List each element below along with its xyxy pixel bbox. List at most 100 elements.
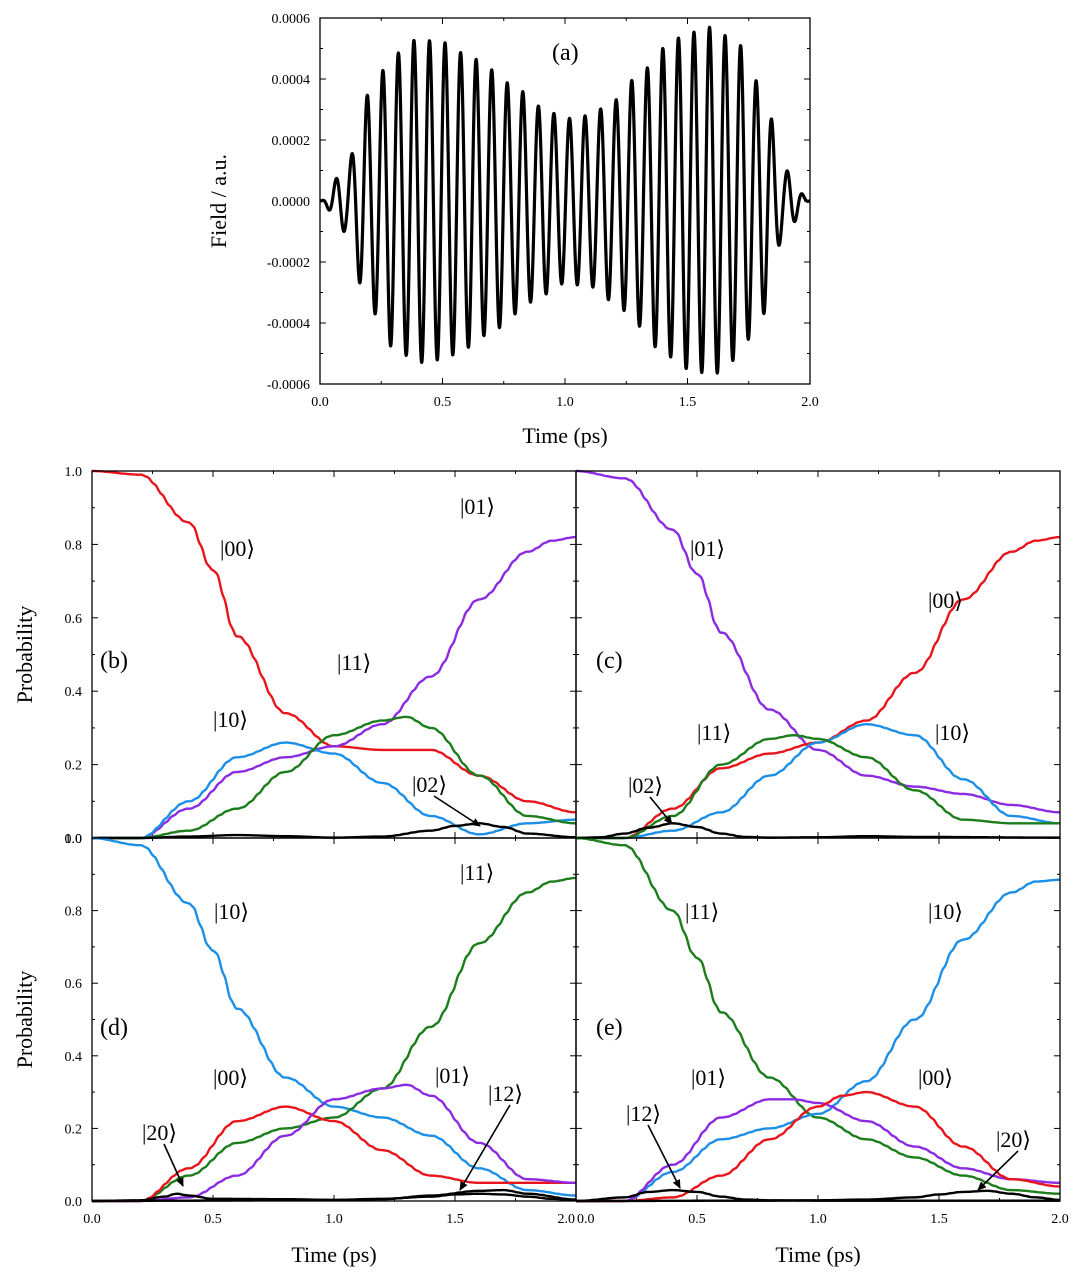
y-tick-label: 0.6	[65, 977, 83, 992]
state-annotation: |10⟩	[928, 899, 963, 924]
series-line-10	[575, 878, 1061, 1203]
panel-label: (b)	[100, 648, 128, 674]
state-annotation: |10⟩	[213, 707, 248, 732]
series-line-00	[575, 1090, 1061, 1203]
state-annotation: |11⟩	[337, 650, 371, 675]
annotation-arrow	[649, 796, 673, 825]
state-annotation: |02⟩	[628, 773, 663, 798]
x-tick-label: 1.0	[809, 1212, 827, 1227]
y-tick-label: 0.6	[65, 612, 83, 627]
series-line-00	[91, 1105, 577, 1203]
chart-panel-a: -0.0006 -0.0004 -0.0002 0.0000 0.0002 0.0004 0…	[206, 12, 819, 448]
series-line-11	[91, 715, 577, 840]
x-axis-label: Time (ps)	[775, 1242, 860, 1267]
state-annotation: |01⟩	[435, 1063, 470, 1088]
x-tick-label: 0.0	[311, 395, 329, 410]
annotation-arrow	[459, 1104, 511, 1191]
series-line-field	[318, 25, 812, 375]
state-annotation: |00⟩	[220, 536, 255, 561]
state-annotation: |10⟩	[935, 720, 970, 745]
annotation-arrow	[433, 795, 481, 827]
state-annotation: |10⟩	[214, 899, 249, 924]
series-line-10	[575, 723, 1061, 840]
annotation-arrow	[977, 1150, 1019, 1191]
panel-label: (e)	[596, 1015, 623, 1041]
series-line-02	[575, 822, 1061, 840]
state-annotation: |01⟩	[691, 1065, 726, 1090]
series-line-01	[575, 1098, 1061, 1203]
x-tick-label: 1.0	[325, 1212, 343, 1227]
y-tick-label: 0.0	[65, 1195, 83, 1210]
x-tick-label: 1.5	[446, 1212, 464, 1227]
x-tick-label: 1.5	[930, 1212, 948, 1227]
series-line-10	[91, 741, 577, 840]
y-tick-label: 0.2	[65, 1122, 83, 1137]
y-tick-label: 0.4	[65, 685, 83, 700]
plot-frame	[91, 470, 577, 839]
series-line-01	[91, 1083, 577, 1203]
series-line-11	[575, 836, 1061, 1195]
y-tick-label: 1.0	[65, 832, 83, 847]
plot-frame	[575, 837, 1061, 1202]
chart-panel-b: 0.0 0.2 0.4 0.6 0.8 1.0 (b) Probability |00⟩ |01⟩…	[12, 465, 577, 847]
state-annotation: |01⟩	[690, 536, 725, 561]
x-tick-label: 2.0	[801, 395, 819, 410]
chart-panels: -0.0006 -0.0004 -0.0002 0.0000 0.0002 0.0004 0…	[12, 12, 1069, 1267]
series-line-01	[575, 469, 1061, 814]
y-tick-label: 0.0000	[272, 195, 311, 210]
y-tick-label: 0.0004	[272, 73, 311, 88]
state-annotation: |00⟩	[928, 588, 963, 613]
state-annotation: |20⟩	[142, 1120, 177, 1145]
y-tick-label: -0.0002	[267, 256, 310, 271]
x-tick-label: 0.5	[688, 1212, 706, 1227]
y-tick-label: 0.8	[65, 538, 83, 553]
x-tick-label: 1.0	[556, 395, 574, 410]
state-annotation: |11⟩	[460, 860, 494, 885]
x-axis-label: Time (ps)	[291, 1242, 376, 1267]
x-tick-label: 1.5	[679, 395, 697, 410]
series-line-11	[575, 734, 1061, 840]
series-line-11	[91, 876, 577, 1203]
state-annotation: |12⟩	[488, 1081, 523, 1106]
chart-panel-c: (c) |01⟩ |00⟩ |11⟩ |10⟩ |02⟩	[575, 469, 1061, 840]
y-tick-label: 0.8	[65, 905, 83, 920]
state-annotation: |00⟩	[918, 1065, 953, 1090]
state-annotation: |20⟩	[996, 1127, 1031, 1152]
series-line-10	[91, 836, 577, 1197]
x-tick-label: 2.0	[558, 1212, 576, 1227]
x-tick-label: 2.0	[1051, 1212, 1069, 1227]
y-tick-label: 0.0	[65, 832, 83, 847]
state-annotation: |12⟩	[626, 1101, 661, 1126]
x-tick-label: 0.0	[577, 1212, 595, 1227]
state-annotation: |00⟩	[213, 1065, 248, 1090]
chart-panel-e: 0.0 0.5 1.0 1.5 2.0 (e) Time (ps) |11⟩ |10⟩ |01⟩ |…	[575, 836, 1069, 1267]
chart-panel-d: 0.00.20.40.60.81.00.0 0.5 1.0 1.5 2.0(d)Time…	[12, 832, 577, 1267]
y-tick-label: 0.0006	[272, 12, 311, 27]
y-axis-label: Probability	[12, 971, 37, 1069]
y-tick-label: 0.0002	[272, 134, 311, 149]
y-tick-label: 0.2	[65, 759, 83, 774]
annotation-arrow	[647, 1124, 681, 1189]
series-line-01	[91, 535, 577, 840]
y-tick-label: 1.0	[65, 465, 83, 480]
state-annotation: |02⟩	[412, 772, 447, 797]
state-annotation: |11⟩	[697, 720, 731, 745]
y-tick-label: -0.0006	[267, 378, 310, 393]
x-tick-label: 0.5	[434, 395, 452, 410]
plot-frame	[319, 17, 811, 385]
x-axis-label: Time (ps)	[522, 423, 607, 448]
y-axis-label: Field / a.u.	[206, 154, 231, 248]
x-tick-label: 0.5	[204, 1212, 222, 1227]
panel-label: (a)	[552, 40, 579, 66]
panel-label: (c)	[596, 648, 623, 674]
y-tick-label: 0.4	[65, 1050, 83, 1065]
y-tick-label: -0.0004	[267, 317, 310, 332]
x-tick-label: 0.0	[83, 1212, 101, 1227]
state-annotation: |11⟩	[685, 899, 719, 924]
panel-label: (d)	[100, 1015, 128, 1041]
annotation-arrow	[163, 1143, 184, 1187]
series-line-00	[91, 469, 577, 814]
state-annotation: |01⟩	[460, 494, 495, 519]
y-axis-label: Probability	[12, 606, 37, 704]
